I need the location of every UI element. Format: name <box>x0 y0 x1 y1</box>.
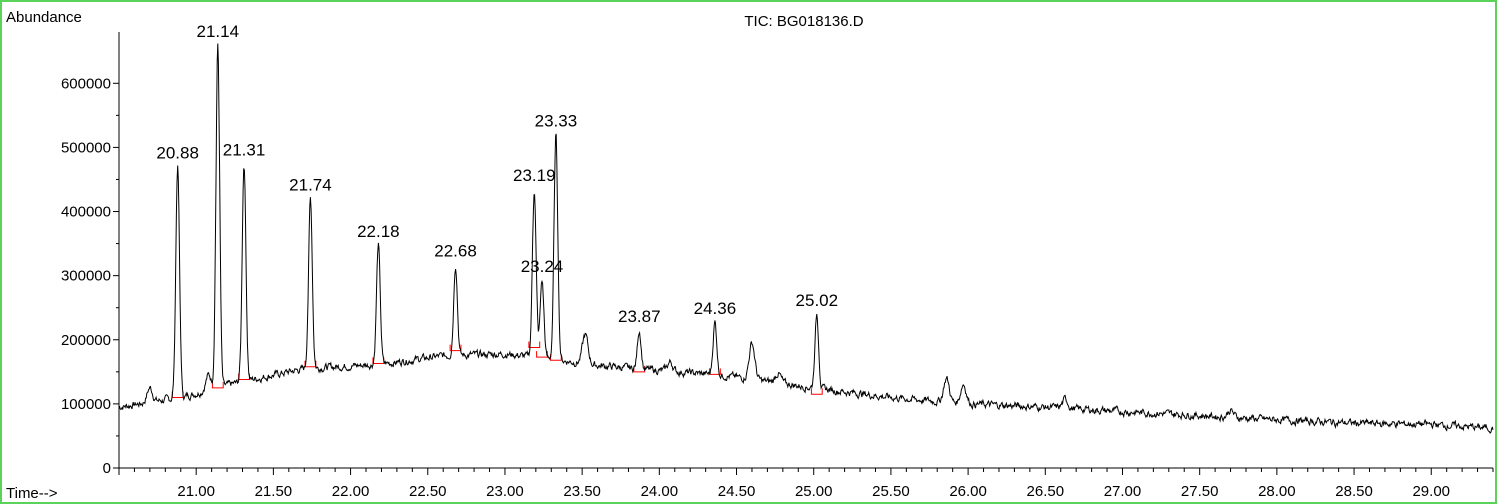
y-tick-label: 300000 <box>61 268 111 285</box>
peak-baseline <box>238 373 250 381</box>
x-axis-label: Time--> <box>6 485 58 502</box>
peak-baseline <box>449 344 462 352</box>
peak-label: 20.88 <box>156 144 199 163</box>
y-ticks: 0 100000 200000 300000 400000 500000 600000 <box>61 75 119 477</box>
x-ticks: 21.00 21.50 22.00 22.50 23.00 23.50 24.00 24.50… <box>118 468 1494 500</box>
y-tick-label: 600000 <box>61 75 111 92</box>
x-tick-label: 29.00 <box>1412 483 1450 500</box>
x-tick-label: 24.50 <box>718 483 756 500</box>
x-tick-label: 26.50 <box>1027 483 1065 500</box>
y-tick-label: 500000 <box>61 139 111 156</box>
peak-baseline <box>528 341 541 348</box>
peak-baseline <box>536 351 548 358</box>
peak-baseline <box>304 360 317 368</box>
x-tick-label: 25.50 <box>872 483 910 500</box>
x-tick-label: 23.00 <box>486 483 524 500</box>
axes <box>118 32 1493 469</box>
peak-baseline <box>372 357 385 364</box>
peak-label: 21.74 <box>289 176 332 195</box>
x-tick-label: 23.50 <box>563 483 601 500</box>
peak-label: 21.14 <box>197 22 240 41</box>
peak-baseline <box>171 391 184 398</box>
peak-baselines <box>171 341 823 398</box>
x-tick-label: 28.50 <box>1335 483 1373 500</box>
peak-baseline <box>211 381 224 389</box>
peak-label: 23.33 <box>535 112 578 131</box>
x-tick-label: 21.50 <box>255 483 293 500</box>
peak-baseline <box>549 354 562 361</box>
x-tick-label: 28.00 <box>1258 483 1296 500</box>
peak-label: 25.02 <box>796 291 839 310</box>
peak-baseline <box>709 368 721 375</box>
peak-label: 22.68 <box>434 242 477 261</box>
y-tick-label: 200000 <box>61 332 111 349</box>
x-tick-label: 27.00 <box>1104 483 1142 500</box>
y-tick-label: 100000 <box>61 396 111 413</box>
y-axis-label: Abundance <box>6 9 82 26</box>
peak-label: 21.31 <box>223 140 266 159</box>
tic-trace <box>118 43 1494 434</box>
chart-title: TIC: BG018136.D <box>744 13 863 30</box>
peak-label: 23.19 <box>513 166 556 185</box>
peak-label: 24.36 <box>694 299 737 318</box>
peak-labels: 20.88 21.14 21.31 21.74 22.18 22.68 23.19 23.24… <box>156 22 838 326</box>
y-tick-label: 400000 <box>61 204 111 221</box>
peak-baseline <box>810 388 823 395</box>
x-tick-label: 22.00 <box>332 483 370 500</box>
x-tick-label: 24.00 <box>641 483 679 500</box>
x-tick-label: 26.00 <box>949 483 987 500</box>
x-tick-label: 21.00 <box>177 483 215 500</box>
x-tick-label: 27.50 <box>1181 483 1219 500</box>
peak-label: 23.87 <box>618 307 661 326</box>
peak-label: 22.18 <box>357 222 400 241</box>
x-tick-label: 22.50 <box>409 483 447 500</box>
y-tick-label: 0 <box>103 460 111 477</box>
x-tick-label: 25.00 <box>795 483 833 500</box>
peak-label: 23.24 <box>521 257 564 276</box>
